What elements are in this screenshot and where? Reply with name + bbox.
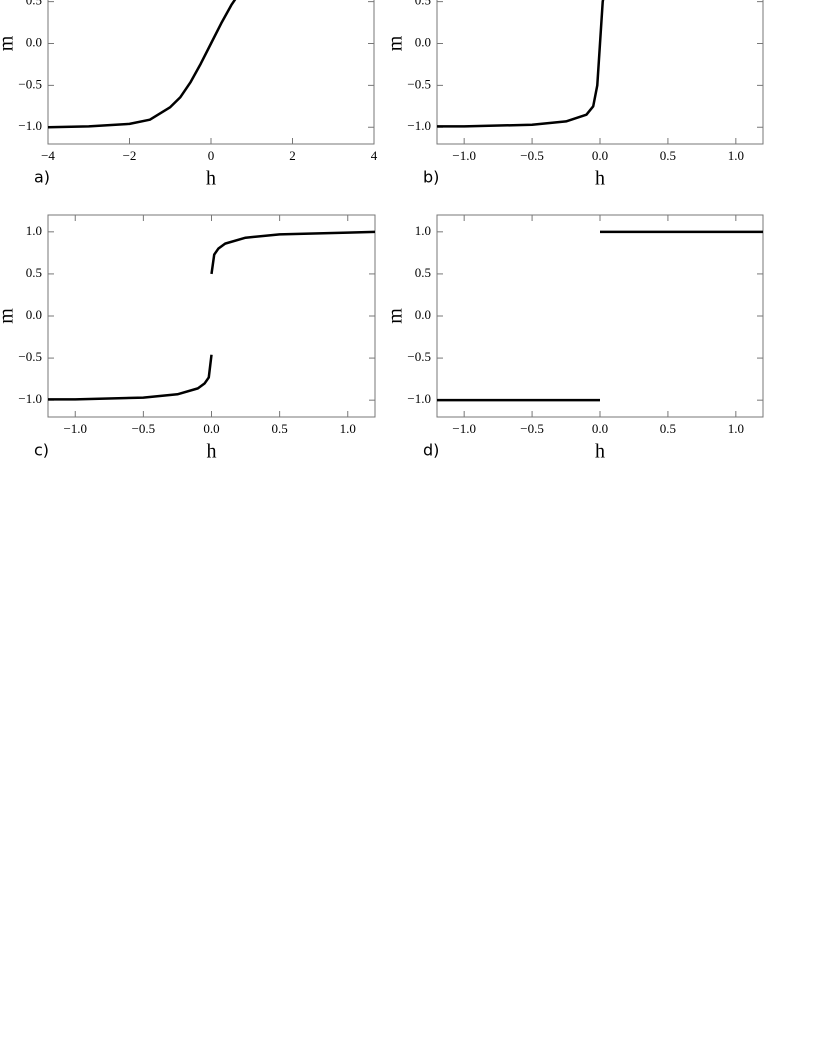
y-tick-label: 0.5 [26, 265, 42, 280]
y-tick-label: 0.0 [26, 34, 42, 49]
frame [436, 214, 764, 418]
x-tick-label: 1.0 [340, 421, 356, 436]
x-axis-label: h [206, 168, 216, 190]
plot-area [437, 230, 763, 402]
panel-label: d) [423, 441, 439, 460]
x-tick-label: −1.0 [452, 148, 476, 163]
x-tick-label: 1.0 [728, 421, 744, 436]
x-tick-label: 0.5 [660, 421, 676, 436]
x-tick-label: 0.0 [592, 148, 608, 163]
x-tick-label: −0.5 [132, 421, 156, 436]
data-line [48, 0, 237, 129]
y-tick-label: −0.5 [18, 76, 42, 91]
x-tick-label: −4 [41, 148, 55, 163]
x-tick-label: 2 [289, 148, 296, 163]
y-tick-label: 0.5 [26, 0, 42, 8]
y-axis-label: m [385, 308, 407, 324]
x-tick-label: 0.0 [592, 421, 608, 436]
y-axis-label: m [0, 35, 18, 51]
plot-area [437, 0, 605, 128]
x-axis-label: h [595, 441, 605, 463]
x-tick-label: −2 [123, 148, 137, 163]
y-tick-label: −0.5 [407, 76, 431, 91]
x-tick-label: −0.5 [520, 148, 544, 163]
x-tick-label: −0.5 [520, 421, 544, 436]
x-tick-label: 4 [371, 148, 378, 163]
frame [47, 0, 375, 145]
x-axis-label: h [595, 168, 605, 190]
y-tick-label: −1.0 [18, 118, 42, 133]
y-tick-label: −0.5 [407, 349, 431, 364]
x-tick-label: 0.5 [272, 421, 288, 436]
y-axis-label: m [0, 308, 18, 324]
panel-label: a) [34, 168, 50, 187]
y-tick-label: 1.0 [26, 223, 42, 238]
x-tick-label: −1.0 [452, 421, 476, 436]
y-tick-label: −1.0 [407, 391, 431, 406]
x-tick-label: 0.5 [660, 148, 676, 163]
x-tick-label: 0.0 [203, 421, 219, 436]
data-line [48, 230, 375, 401]
panel-label: c) [34, 441, 49, 460]
x-tick-label: 1.0 [728, 148, 744, 163]
y-tick-label: 0.0 [415, 307, 431, 322]
y-tick-label: 1.0 [415, 223, 431, 238]
y-tick-label: 0.0 [26, 307, 42, 322]
plot-area [48, 0, 237, 129]
frame [436, 0, 764, 145]
data-line [437, 230, 763, 402]
x-tick-label: 0 [208, 148, 215, 163]
y-tick-label: 0.5 [415, 0, 431, 8]
y-tick-label: −0.5 [18, 349, 42, 364]
x-axis-label: h [207, 441, 217, 463]
y-tick-label: 0.5 [415, 265, 431, 280]
plot-area [48, 230, 375, 401]
y-tick-label: 0.0 [415, 34, 431, 49]
data-line [437, 0, 605, 128]
y-axis-label: m [385, 35, 407, 51]
frame [47, 214, 376, 418]
x-tick-label: −1.0 [63, 421, 87, 436]
panel-label: b) [423, 168, 439, 187]
y-tick-label: −1.0 [407, 118, 431, 133]
y-tick-label: −1.0 [18, 391, 42, 406]
